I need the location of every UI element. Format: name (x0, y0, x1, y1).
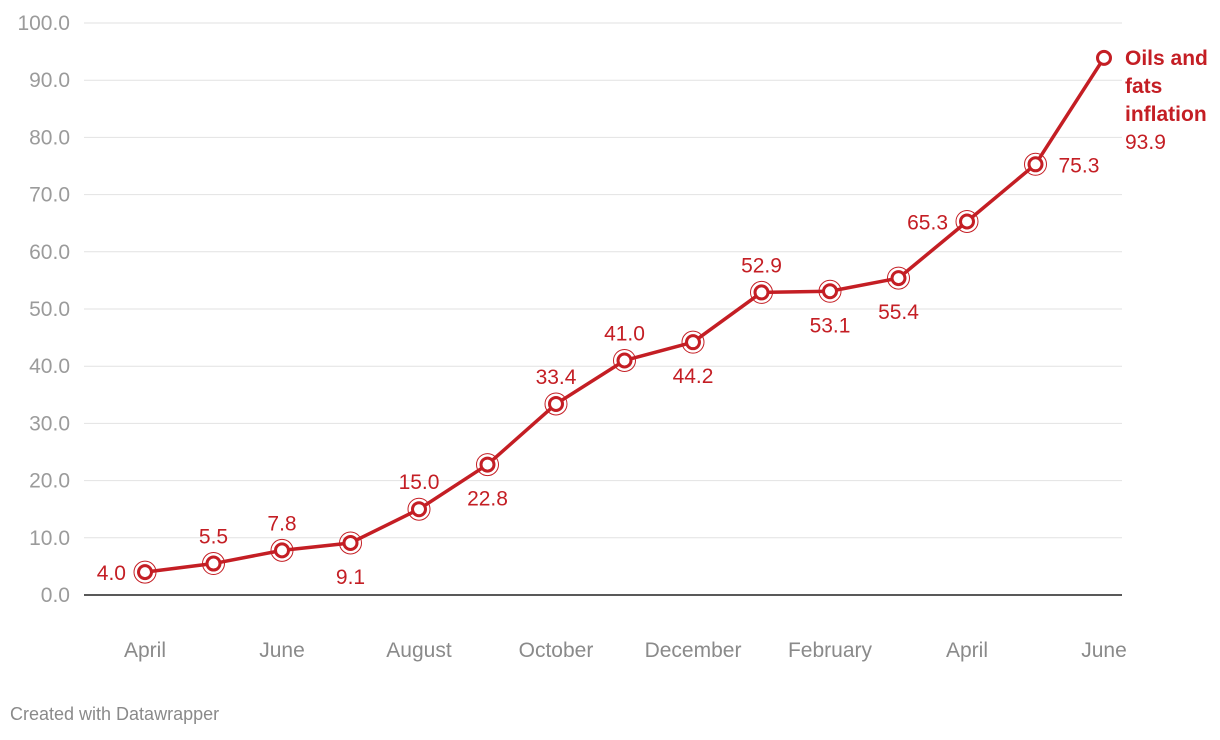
point-marker (1027, 156, 1044, 173)
data-label: 4.0 (97, 562, 126, 585)
point-marker (479, 456, 496, 473)
point-halo (407, 497, 431, 521)
y-tick-label: 60.0 (29, 241, 70, 264)
point-halo (1024, 152, 1047, 176)
point-marker (890, 270, 907, 287)
point-marker (822, 283, 838, 300)
data-point (613, 348, 636, 372)
point-halo (202, 552, 225, 576)
x-tick-label: June (259, 639, 305, 662)
data-point (407, 497, 431, 521)
y-tick-label: 80.0 (29, 126, 70, 149)
x-tick-label: June (1081, 639, 1127, 662)
point-marker (137, 564, 153, 581)
point-marker (342, 534, 359, 551)
point-marker (959, 213, 975, 230)
line-chart: 0.0 10.0 20.0 30.0 40.0 50.0 60.0 70.0 80.0 90.0 1… (17, 12, 1208, 662)
data-point (1024, 152, 1047, 176)
data-label: 55.4 (878, 301, 919, 324)
point-halo (887, 266, 910, 290)
point-halo (955, 209, 979, 233)
data-labels: 4.0 5.5 7.8 9.1 15.0 22.8 33.4 41.0 44.2 52.9 53.1… (97, 47, 1208, 589)
y-tick-label: 10.0 (29, 527, 70, 550)
point-halo (544, 392, 568, 416)
grid-lines (84, 22, 1122, 596)
y-tick-label: 70.0 (29, 184, 70, 207)
point-halo (681, 330, 705, 354)
series-name-label: inflation (1125, 103, 1207, 126)
point-marker (1096, 49, 1112, 66)
point-marker (548, 395, 564, 412)
point-halo (133, 560, 157, 584)
x-tick-label: April (946, 639, 988, 662)
y-axis: 0.0 10.0 20.0 30.0 40.0 50.0 60.0 70.0 80.0 90.0 1… (17, 12, 70, 607)
footer-credit: Created with Datawrapper (10, 704, 220, 724)
data-point (202, 552, 225, 576)
y-tick-label: 40.0 (29, 355, 70, 378)
y-tick-label: 20.0 (29, 470, 70, 493)
data-point (270, 538, 294, 562)
y-tick-label: 30.0 (29, 412, 70, 435)
data-label: 22.8 (467, 488, 508, 511)
data-point (133, 560, 157, 584)
point-halo (613, 348, 636, 372)
data-point (1096, 49, 1112, 66)
point-marker (411, 501, 427, 518)
y-tick-label: 50.0 (29, 298, 70, 321)
data-point (750, 280, 773, 304)
point-marker (205, 555, 222, 572)
series-name-label: Oils and (1125, 47, 1208, 70)
series-line (143, 56, 1106, 574)
data-label: 9.1 (336, 566, 365, 589)
x-axis: April June August October December February Ap… (124, 639, 1127, 662)
point-marker (274, 542, 290, 559)
data-point (955, 209, 979, 233)
data-point (681, 330, 705, 354)
point-marker (753, 284, 770, 301)
y-tick-label: 0.0 (41, 584, 70, 607)
series-oils-and-fats (133, 49, 1112, 584)
data-label: 15.0 (399, 471, 440, 494)
data-label: 44.2 (673, 365, 714, 388)
data-label: 93.9 (1125, 131, 1166, 154)
data-point (887, 266, 910, 290)
data-label: 52.9 (741, 254, 782, 277)
point-halo (339, 531, 362, 555)
point-halo (270, 538, 294, 562)
data-label: 33.4 (536, 366, 577, 389)
data-label: 75.3 (1059, 154, 1100, 177)
point-halo (750, 280, 773, 304)
data-point (544, 392, 568, 416)
data-point (476, 453, 499, 477)
point-halo (476, 453, 499, 477)
x-tick-label: December (645, 639, 742, 662)
x-tick-label: August (386, 639, 452, 662)
data-label: 5.5 (199, 526, 228, 549)
point-marker (685, 334, 701, 351)
point-halo (818, 279, 842, 303)
y-tick-label: 90.0 (29, 69, 70, 92)
data-point (339, 531, 362, 555)
x-tick-label: October (519, 639, 594, 662)
y-tick-label: 100.0 (17, 12, 70, 35)
point-marker (616, 352, 633, 369)
data-label: 7.8 (267, 512, 296, 535)
x-tick-label: April (124, 639, 166, 662)
data-label: 41.0 (604, 322, 645, 345)
data-label: 65.3 (907, 211, 948, 234)
data-label: 53.1 (810, 314, 851, 337)
x-tick-label: February (788, 639, 873, 662)
series-name-label: fats (1125, 75, 1162, 98)
data-point (818, 279, 842, 303)
